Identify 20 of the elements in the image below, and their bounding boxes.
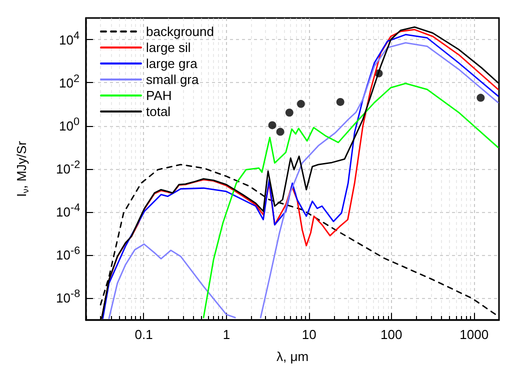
legend-label: small gra (146, 72, 200, 87)
x-axis-title: λ, μm (276, 349, 309, 364)
y-tick-label: 10$^{-4}$ (56, 201, 80, 220)
legend-label: large gra (146, 56, 198, 71)
legend-label: background (146, 24, 214, 39)
y-tick-label: 10$^{0}$ (59, 114, 80, 134)
legend-label: total (146, 104, 171, 119)
y-axis-title: Iν, MJy/Sr (14, 140, 30, 197)
x-tick-label: 1 (222, 327, 230, 342)
y-tick-label: 10$^{-2}$ (56, 158, 80, 176)
y-tick-label: 10$^{-8}$ (56, 287, 80, 306)
x-tick-label: 1000 (460, 327, 489, 342)
y-tick-label: 10$^{2}$ (59, 72, 80, 90)
x-tick-label: 100 (380, 327, 402, 342)
x-tick-label: 0.1 (134, 327, 153, 342)
y-tick-label: 10$^{-6}$ (56, 244, 80, 263)
legend-label: large sil (146, 40, 191, 55)
legend-label: PAH (146, 88, 172, 103)
y-tick-label: 10$^{4}$ (59, 28, 80, 47)
x-tick-label: 10 (302, 327, 316, 342)
